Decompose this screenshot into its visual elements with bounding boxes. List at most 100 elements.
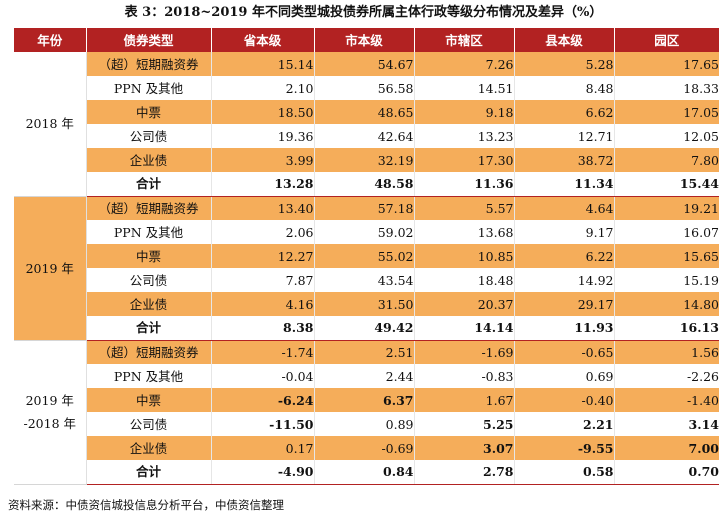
value-cell: 0.69 [514,364,615,388]
value-cell: 20.37 [414,292,515,316]
value-cell: 38.72 [514,148,615,172]
value-cell: 16.07 [614,220,719,244]
bond-type-cell: 企业债 [86,148,212,172]
value-cell: 14.51 [414,76,515,100]
table-row: PPN 及其他 2.06 59.02 13.68 9.17 16.07 [14,220,719,244]
bond-type-cell: 公司债 [86,412,212,436]
value-cell: 15.44 [614,172,719,197]
value-cell: -4.90 [211,460,315,485]
value-cell: 48.58 [314,172,415,197]
bond-type-cell: 合计 [86,172,212,197]
value-cell: 7.80 [614,148,719,172]
value-cell: 2.21 [514,412,615,436]
table-row: PPN 及其他 -0.04 2.44 -0.83 0.69 -2.26 [14,364,719,388]
value-cell: 48.65 [314,100,415,124]
value-cell: 1.56 [614,340,719,364]
bond-type-cell: （超）短期融资券 [86,340,212,364]
bond-distribution-table: 年份 债券类型 省本级 市本级 市辖区 县本级 园区 2018 年 （超）短期融… [14,28,719,485]
header-park: 园区 [614,28,719,52]
value-cell: 13.23 [414,124,515,148]
value-cell: -0.69 [314,436,415,460]
value-cell: -1.74 [211,340,315,364]
value-cell: 0.17 [211,436,315,460]
source-note: 资料来源：中债资信城投信息分析平台，中债资信整理 [8,498,284,512]
value-cell: 19.36 [211,124,315,148]
value-cell: 0.58 [514,460,615,485]
year-line-1: 2019 年 [25,393,74,408]
value-cell: 0.70 [614,460,719,485]
value-cell: -0.04 [211,364,315,388]
bond-type-cell: 中票 [86,388,212,412]
bond-type-cell: PPN 及其他 [86,76,212,100]
value-cell: -1.40 [614,388,719,412]
value-cell: -0.65 [514,340,615,364]
value-cell: 7.87 [211,268,315,292]
value-cell: 49.42 [314,316,415,341]
value-cell: 32.19 [314,148,415,172]
table-row: 中票 -6.24 6.37 1.67 -0.40 -1.40 [14,388,719,412]
bond-type-cell: 公司债 [86,268,212,292]
year-line-2: -2018 年 [23,416,76,431]
header-municipal: 市本级 [314,28,415,52]
value-cell: 55.02 [314,244,415,268]
value-cell: 0.84 [314,460,415,485]
header-county: 县本级 [514,28,615,52]
value-cell: 18.33 [614,76,719,100]
value-cell: 2.78 [414,460,515,485]
header-provincial: 省本级 [211,28,315,52]
bond-type-cell: （超）短期融资券 [86,52,212,76]
value-cell: 6.37 [314,388,415,412]
table-row: 企业债 4.16 31.50 20.37 29.17 14.80 [14,292,719,316]
year-cell: 2019 年 -2018 年 [14,340,87,485]
table-row: 2019 年 -2018 年 （超）短期融资券 -1.74 2.51 -1.69… [14,340,719,485]
bond-type-cell: 合计 [86,460,212,485]
value-cell: 11.36 [414,172,515,197]
value-cell: 4.16 [211,292,315,316]
value-cell: 17.30 [414,148,515,172]
value-cell: 5.28 [514,52,615,76]
value-cell: -11.50 [211,412,315,436]
value-cell: 15.14 [211,52,315,76]
value-cell: 16.13 [614,316,719,341]
total-row: 合计 13.28 48.58 11.36 11.34 15.44 [14,172,719,197]
value-cell: 9.18 [414,100,515,124]
value-cell: 18.50 [211,100,315,124]
value-cell: 14.80 [614,292,719,316]
value-cell: -0.40 [514,388,615,412]
bond-type-cell: 企业债 [86,292,212,316]
bond-type-cell: PPN 及其他 [86,364,212,388]
value-cell: 5.25 [414,412,515,436]
value-cell: 14.92 [514,268,615,292]
value-cell: 15.65 [614,244,719,268]
bond-type-cell: 合计 [86,316,212,341]
value-cell: 13.68 [414,220,515,244]
value-cell: 31.50 [314,292,415,316]
value-cell: 15.19 [614,268,719,292]
bond-type-cell: PPN 及其他 [86,220,212,244]
table-title: 表 3：2018~2019 年不同类型城投债券所属主体行政等级分布情况及差异（%… [124,5,603,20]
value-cell: 2.06 [211,220,315,244]
table-row: 公司债 7.87 43.54 18.48 14.92 15.19 [14,268,719,292]
header-bond-type: 债券类型 [86,28,212,52]
value-cell: 7.00 [614,436,719,460]
table-row: 公司债 19.36 42.64 13.23 12.71 12.05 [14,124,719,148]
year-cell: 2019 年 [14,196,87,341]
value-cell: 11.93 [514,316,615,341]
header-row: 年份 债券类型 省本级 市本级 市辖区 县本级 园区 [14,28,719,52]
value-cell: -0.83 [414,364,515,388]
value-cell: 56.58 [314,76,415,100]
bond-type-cell: 中票 [86,244,212,268]
value-cell: 8.38 [211,316,315,341]
value-cell: 1.67 [414,388,515,412]
value-cell: 17.05 [614,100,719,124]
table-row: 2019 年 （超）短期融资券 13.40 57.18 5.57 4.64 19… [14,196,719,341]
value-cell: 10.85 [414,244,515,268]
value-cell: 2.44 [314,364,415,388]
header-district: 市辖区 [414,28,515,52]
value-cell: 42.64 [314,124,415,148]
value-cell: 6.22 [514,244,615,268]
value-cell: 43.54 [314,268,415,292]
value-cell: 0.89 [314,412,415,436]
value-cell: 54.67 [314,52,415,76]
total-row: 合计 -4.90 0.84 2.78 0.58 0.70 [14,460,719,485]
